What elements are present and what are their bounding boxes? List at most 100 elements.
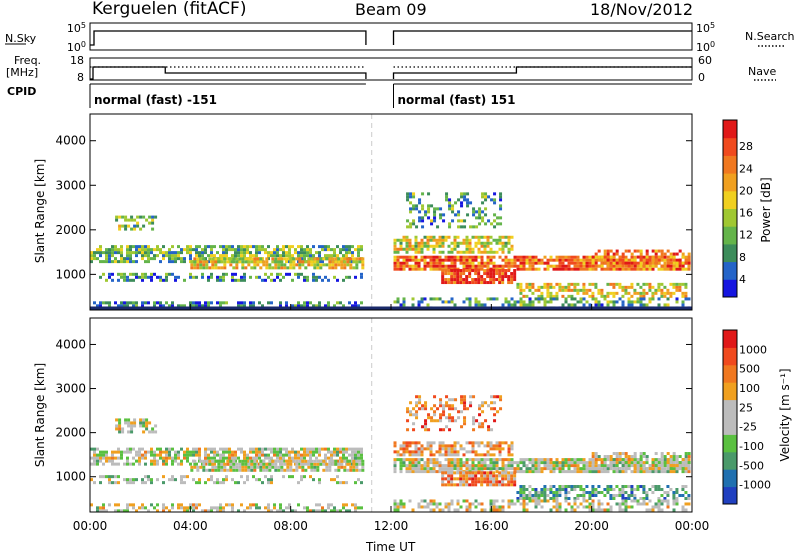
velocity-colorbar-tick: 500 [739, 363, 760, 376]
velocity-cell [612, 467, 616, 471]
power-cell [433, 219, 437, 223]
power-cell [202, 257, 206, 261]
velocity-cell [513, 502, 517, 506]
velocity-cell [90, 462, 93, 466]
power-cell [636, 267, 640, 271]
power-cell [234, 248, 237, 252]
power-cell [642, 264, 646, 268]
velocity-cell [333, 506, 336, 510]
velocity-cell [624, 458, 628, 462]
power-cell [129, 272, 132, 276]
power-cell [273, 278, 276, 282]
freq-label: Freq. [14, 54, 42, 67]
power-cell [336, 278, 339, 282]
power-cell [612, 261, 616, 265]
velocity-cell [636, 488, 640, 492]
velocity-cell [297, 481, 300, 485]
velocity-cell [513, 467, 517, 471]
power-cell [660, 267, 664, 271]
velocity-cell [115, 424, 119, 428]
power-cell [459, 275, 463, 279]
power-cell [144, 245, 147, 249]
power-cell [171, 245, 174, 249]
power-cell [357, 254, 360, 258]
velocity-cell [396, 508, 400, 512]
velocity-cell [318, 503, 321, 507]
velocity-cell [561, 464, 565, 468]
velocity-cell [666, 467, 670, 471]
power-cell [645, 291, 649, 295]
freq-tick-bottom: 8 [77, 71, 84, 84]
velocity-cell [585, 485, 589, 489]
velocity-cell [196, 468, 200, 472]
power-cell [627, 267, 631, 271]
velocity-cell [492, 444, 496, 448]
velocity-cell [480, 461, 484, 465]
velocity-cell [681, 458, 685, 462]
power-cell [684, 261, 688, 265]
velocity-cell [639, 455, 643, 459]
power-cell [426, 247, 430, 251]
power-cell [678, 249, 682, 253]
velocity-cell [258, 450, 261, 454]
velocity-cell [214, 459, 218, 463]
velocity-cell [516, 464, 520, 468]
freq-panel-frame [89, 57, 693, 81]
velocity-cell [471, 461, 475, 465]
power-cell [615, 264, 619, 268]
power-cell [211, 263, 215, 267]
power-cell [477, 241, 481, 245]
power-cell [174, 257, 177, 261]
power-cell [582, 291, 586, 295]
power-cell [474, 281, 478, 285]
velocity-cell [480, 480, 484, 484]
power-cell [399, 241, 403, 245]
power-cell [672, 291, 676, 295]
velocity-cell [456, 453, 460, 457]
power-cell [472, 225, 476, 229]
velocity-cell [585, 505, 589, 509]
power-cell [291, 245, 294, 249]
power-cell [432, 255, 436, 259]
velocity-cell [660, 467, 664, 471]
power-cell [564, 300, 568, 304]
velocity-cell [510, 502, 514, 506]
velocity-cell [336, 450, 339, 454]
power-cell [567, 261, 571, 265]
velocity-cell [687, 497, 691, 501]
velocity-cell [678, 494, 682, 498]
velocity-cell [564, 485, 568, 489]
velocity-cell [102, 475, 105, 479]
velocity-cell [615, 458, 619, 462]
power-cell [561, 264, 565, 268]
power-cell [219, 304, 222, 308]
velocity-cell [489, 461, 493, 465]
power-cell [330, 254, 333, 258]
velocity-cell [424, 422, 428, 426]
power-cell [411, 247, 415, 251]
power-cell [555, 264, 559, 268]
velocity-cell [576, 505, 580, 509]
velocity-cell [345, 450, 348, 454]
velocity-cell [465, 461, 469, 465]
velocity-cell [393, 441, 397, 445]
power-colorbar-swatch [723, 208, 737, 227]
power-cell [606, 261, 610, 265]
power-cell [678, 264, 682, 268]
velocity-cell [270, 456, 273, 460]
power-cell [483, 261, 487, 265]
power-cell [612, 252, 616, 256]
nsky-tick-bottom: 100 [67, 40, 86, 54]
power-cell [288, 251, 291, 255]
velocity-cell [525, 497, 529, 501]
velocity-cell [426, 458, 430, 462]
power-cell [450, 272, 454, 276]
power-cell [126, 304, 129, 308]
power-cell [255, 275, 258, 279]
power-cell [304, 266, 308, 270]
power-cell [540, 291, 544, 295]
velocity-cell [219, 506, 222, 510]
power-cell [423, 297, 427, 301]
velocity-cell [552, 470, 556, 474]
velocity-cell [528, 499, 532, 503]
